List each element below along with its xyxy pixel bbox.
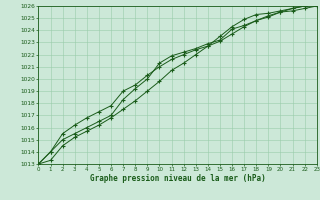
X-axis label: Graphe pression niveau de la mer (hPa): Graphe pression niveau de la mer (hPa)	[90, 174, 266, 183]
